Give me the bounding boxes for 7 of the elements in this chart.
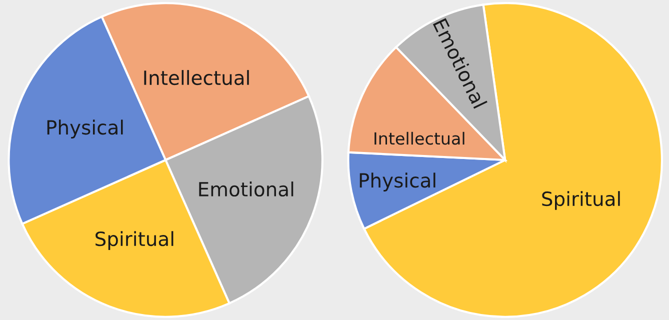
slice-label: Physical <box>360 172 436 192</box>
slice-label: Emotional <box>199 182 294 197</box>
slice-label: Physical <box>47 120 123 138</box>
slice-label: Intellectual <box>144 70 249 86</box>
slice-label: Intellectual <box>374 132 464 145</box>
slice-label: Spiritual <box>542 191 620 210</box>
slice-label: Spiritual <box>96 231 174 250</box>
